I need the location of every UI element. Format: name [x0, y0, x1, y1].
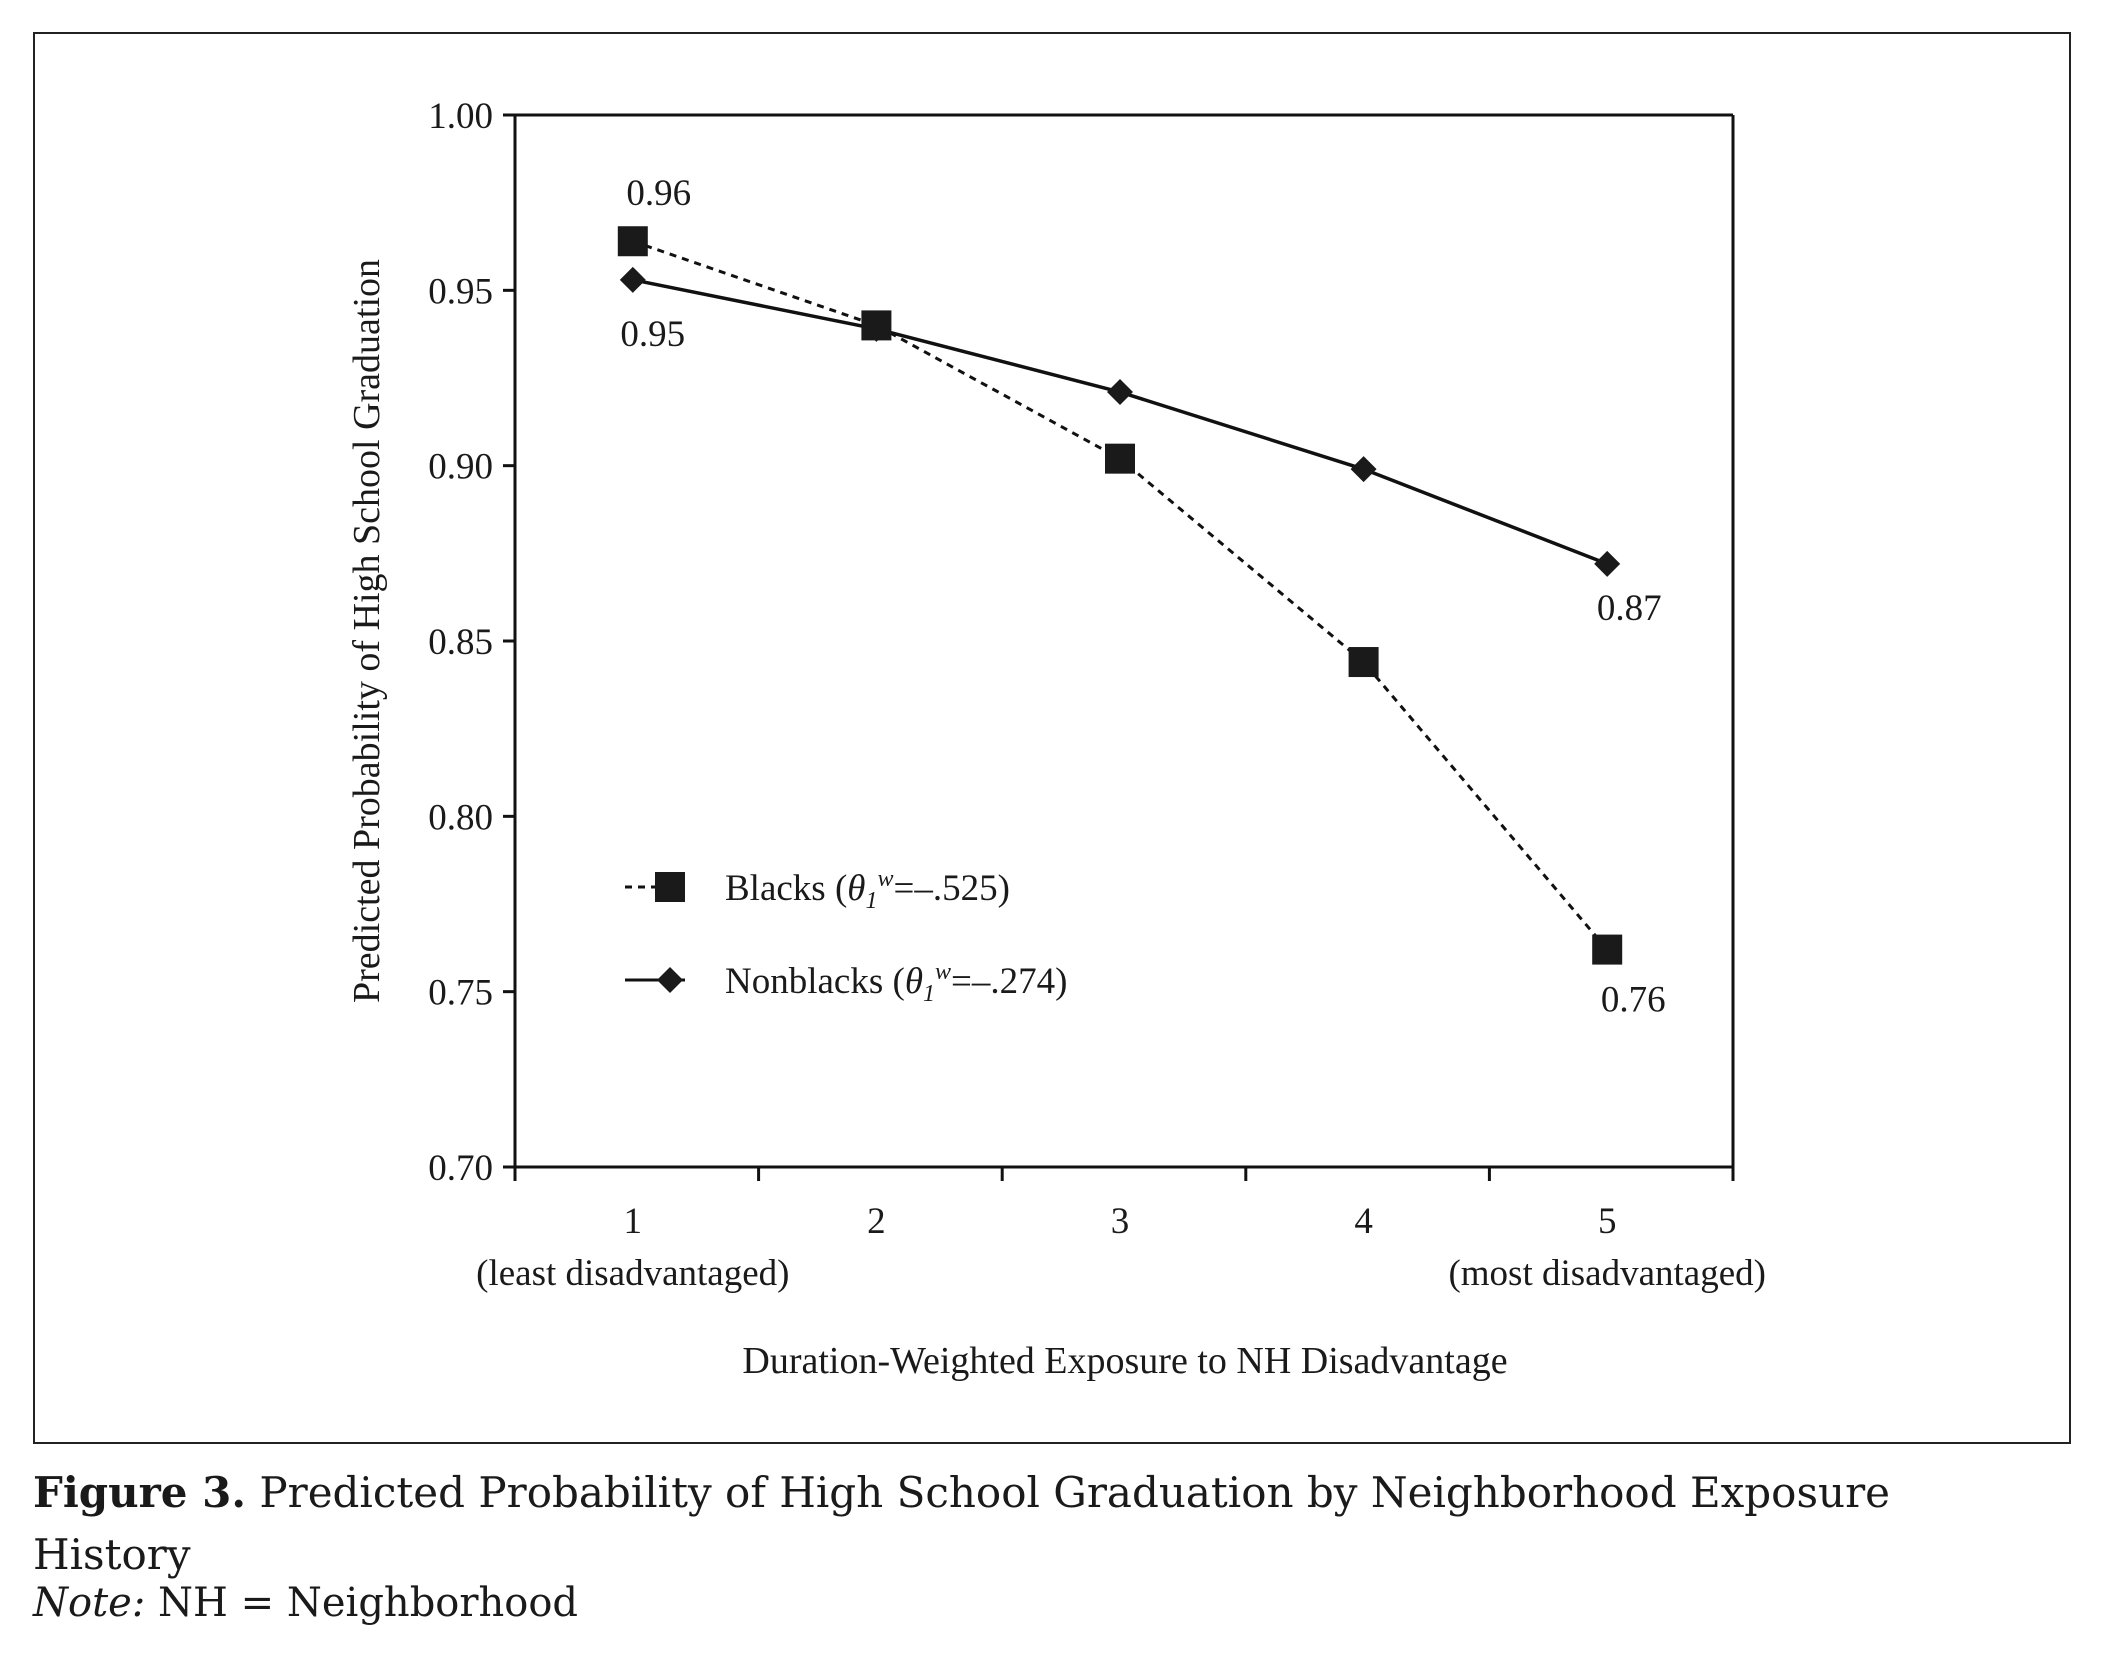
figure-frame [33, 32, 2071, 1444]
series-markers [617, 226, 1623, 965]
y-axis-label: Predicted Probability of High School Gra… [346, 259, 388, 1003]
legend-label-nonblacks: Nonblacks (θ1w=–.274) [725, 959, 1067, 1007]
x-tick-label: 5 [1598, 1201, 1617, 1242]
data-label: 0.87 [1597, 588, 1662, 629]
series-point-nonblacks [619, 266, 646, 293]
legend-marker-blacks [655, 872, 685, 902]
series-line-nonblacks [632, 278, 1608, 566]
data-label: 0.76 [1601, 980, 1666, 1021]
data-labels: 0.96 0.76 0.95 0.87 [620, 173, 1665, 1020]
note-text: NH = Neighborhood [145, 1580, 579, 1626]
data-label: 0.96 [626, 173, 691, 214]
series-point-blacks [617, 226, 648, 257]
series-point-blacks [1348, 647, 1379, 678]
x-axis-ticks: 1 (least disadvantaged) 2 3 4 5 (most disadvan… [476, 1167, 1766, 1294]
x-tick-sublabel: (most disadvantaged) [1448, 1253, 1766, 1294]
x-tick-label: 3 [1111, 1201, 1130, 1242]
series-point-blacks [1592, 934, 1623, 965]
figure-caption: Figure 3. Predicted Probability of High … [33, 1462, 1993, 1586]
series-point-nonblacks [1594, 550, 1621, 577]
series-point-nonblacks [863, 315, 890, 342]
y-tick-label: 0.95 [428, 271, 493, 312]
series-point-blacks [1105, 443, 1135, 474]
series-line-blacks [632, 239, 1609, 951]
figure-note: Note: NH = Neighborhood [33, 1580, 578, 1626]
y-tick-label: 0.75 [428, 973, 493, 1014]
chart-axes [513, 113, 1735, 1169]
x-tick-sublabel: (least disadvantaged) [476, 1253, 789, 1294]
y-tick-label: 0.70 [428, 1148, 493, 1189]
y-tick-label: 0.80 [428, 797, 493, 838]
x-axis-label: Duration-Weighted Exposure to NH Disadva… [742, 1340, 1507, 1382]
y-axis-ticks: 0.70 0.75 0.80 0.85 0.90 0.95 1.00 [428, 96, 515, 1189]
note-label: Note: [33, 1580, 146, 1626]
series-point-nonblacks [1107, 379, 1133, 406]
series-lines [632, 239, 1609, 951]
y-tick-label: 0.90 [428, 447, 493, 488]
legend-label-blacks: Blacks (θ1w=–.525) [725, 866, 1010, 914]
x-tick-label: 4 [1354, 1201, 1373, 1242]
x-tick-label: 1 [624, 1201, 643, 1242]
legend-marker-nonblacks [657, 967, 683, 993]
legend: Blacks (θ1w=–.525) Nonblacks (θ1w=–.274) [625, 866, 1067, 1007]
data-label: 0.95 [620, 314, 685, 355]
figure-caption-text: Predicted Probability of High School Gra… [33, 1468, 1891, 1579]
y-tick-label: 0.85 [428, 622, 493, 663]
y-tick-label: 1.00 [428, 96, 493, 137]
series-point-nonblacks [1350, 456, 1377, 483]
figure-label: Figure 3. [33, 1468, 246, 1517]
x-tick-label: 2 [867, 1201, 886, 1242]
line-chart: 0.70 0.75 0.80 0.85 0.90 0.95 1.00 1 (least dis… [346, 96, 1766, 1382]
